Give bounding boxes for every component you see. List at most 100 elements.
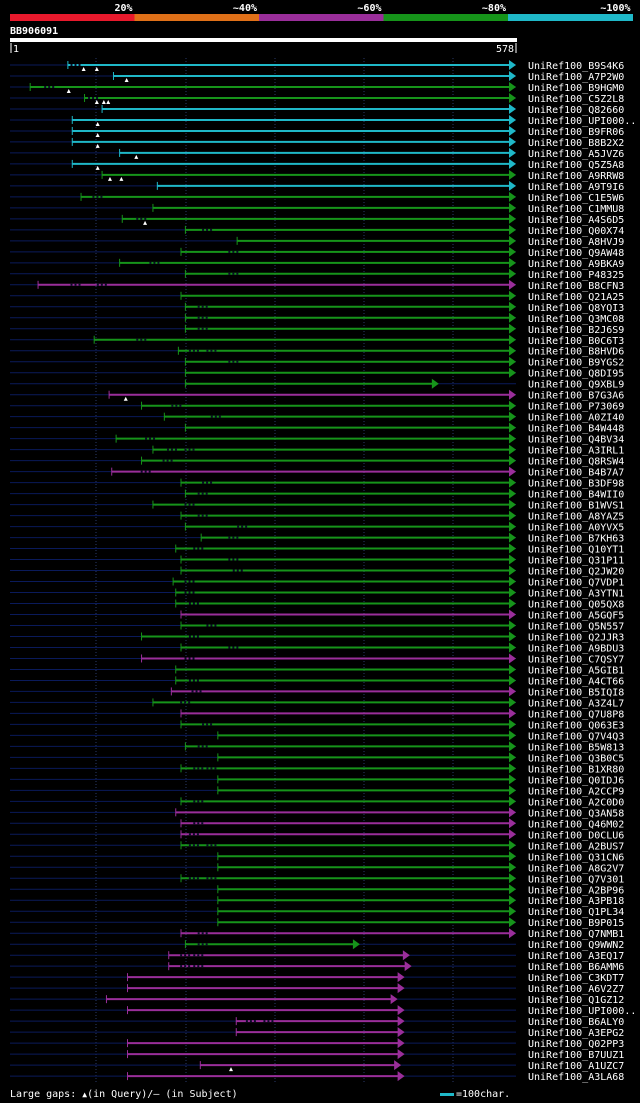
- hit-row[interactable]: UniRef100_C5Z2L8: [10, 92, 624, 105]
- hit-row[interactable]: UniRef100_Q8RSW4: [10, 455, 624, 468]
- hit-row[interactable]: UniRef100_C1MMU8: [10, 202, 624, 215]
- hit-row[interactable]: UniRef100_A8G2V7: [10, 862, 624, 874]
- hit-id[interactable]: UniRef100_B5IQI8: [528, 687, 624, 698]
- hit-row[interactable]: UniRef100_Q7V301: [10, 873, 624, 885]
- hit-id[interactable]: UniRef100_Q31P11: [528, 556, 624, 567]
- hit-row[interactable]: UniRef100_A3EPG2: [10, 1027, 624, 1039]
- hit-id[interactable]: UniRef100_B7UUZ1: [528, 1050, 624, 1061]
- hit-id[interactable]: UniRef100_Q00X74: [528, 226, 624, 237]
- hit-id[interactable]: UniRef100_B9HGM0: [528, 83, 624, 94]
- hit-row[interactable]: UniRef100_A0ZI40: [10, 411, 624, 424]
- hit-id[interactable]: UniRef100_C5Z2L8: [528, 94, 624, 105]
- hit-row[interactable]: UniRef100_P48325: [10, 268, 624, 281]
- hit-id[interactable]: UniRef100_C3KDT7: [528, 973, 624, 984]
- hit-row[interactable]: UniRef100_A6V2Z7: [10, 983, 624, 995]
- hit-id[interactable]: UniRef100_A9T9I6: [528, 182, 624, 193]
- hit-id[interactable]: UniRef100_B7KH63: [528, 534, 624, 545]
- hit-row[interactable]: UniRef100_A3LA68: [10, 1071, 624, 1083]
- hit-id[interactable]: UniRef100_Q063E3: [528, 720, 624, 731]
- hit-id[interactable]: UniRef100_B2J6S9: [528, 325, 624, 336]
- hit-id[interactable]: UniRef100_C7QSY7: [528, 654, 624, 665]
- hit-row[interactable]: UniRef100_Q063E3: [10, 719, 624, 731]
- hit-row[interactable]: UniRef100_A5GQF5: [10, 609, 624, 622]
- hit-id[interactable]: UniRef100_A3LA68: [528, 1072, 624, 1083]
- hit-row[interactable]: UniRef100_B2J6S9: [10, 323, 624, 336]
- hit-id[interactable]: UniRef100_A3PB18: [528, 896, 624, 907]
- hit-row[interactable]: UniRef100_Q7NMB1: [10, 928, 624, 940]
- hit-row[interactable]: UniRef100_A3Z4L7: [10, 697, 624, 709]
- hit-row[interactable]: UniRef100_B0C6T3: [10, 334, 624, 347]
- hit-id[interactable]: UniRef100_P48325: [528, 270, 624, 281]
- hit-id[interactable]: UniRef100_A3IRL1: [528, 446, 624, 457]
- hit-row[interactable]: UniRef100_Q1PL34: [10, 906, 624, 918]
- hit-id[interactable]: UniRef100_Q9WWN2: [528, 940, 624, 951]
- hit-id[interactable]: UniRef100_A2CCP9: [528, 786, 624, 797]
- hit-id[interactable]: UniRef100_Q21A25: [528, 292, 624, 303]
- hit-id[interactable]: UniRef100_A8YAZ5: [528, 512, 624, 523]
- hit-row[interactable]: UniRef100_Q3MC08: [10, 312, 624, 325]
- hit-row[interactable]: UniRef100_B9YGS2: [10, 356, 624, 369]
- hit-row[interactable]: UniRef100_C3KDT7: [10, 972, 624, 984]
- hit-row[interactable]: UniRef100_A7P2W0: [10, 70, 624, 83]
- hit-id[interactable]: UniRef100_B9S4K6: [528, 61, 624, 72]
- hit-id[interactable]: UniRef100_B1WVS1: [528, 501, 624, 512]
- hit-row[interactable]: UniRef100_B4W448: [10, 422, 624, 435]
- hit-id[interactable]: UniRef100_Q82660: [528, 105, 624, 116]
- hit-row[interactable]: UniRef100_UPI000..: [10, 1005, 636, 1017]
- hit-id[interactable]: UniRef100_B3DF98: [528, 479, 624, 490]
- hit-id[interactable]: UniRef100_Q1PL34: [528, 907, 624, 918]
- hit-id[interactable]: UniRef100_A3Z4L7: [528, 698, 624, 709]
- hit-row[interactable]: UniRef100_A4CT66: [10, 675, 624, 687]
- hit-row[interactable]: UniRef100_Q3B0C5: [10, 752, 624, 764]
- hit-id[interactable]: UniRef100_Q31CN6: [528, 852, 624, 863]
- hit-id[interactable]: UniRef100_A9BDU3: [528, 643, 624, 654]
- hit-row[interactable]: UniRef100_Q7VDP1: [10, 576, 624, 589]
- hit-id[interactable]: UniRef100_A5GQF5: [528, 611, 624, 622]
- hit-id[interactable]: UniRef100_A7P2W0: [528, 72, 624, 83]
- hit-id[interactable]: UniRef100_A5GIB1: [528, 665, 624, 676]
- hit-id[interactable]: UniRef100_B8B2X2: [528, 138, 624, 149]
- hit-id[interactable]: UniRef100_Q7V301: [528, 874, 624, 885]
- hit-id[interactable]: UniRef100_Q7VDP1: [528, 578, 624, 589]
- hit-id[interactable]: UniRef100_A2BUS7: [528, 841, 624, 852]
- hit-id[interactable]: UniRef100_Q46M02: [528, 819, 624, 830]
- hit-row[interactable]: UniRef100_A9T9I6: [10, 180, 624, 193]
- hit-row[interactable]: UniRef100_Q3AN58: [10, 807, 624, 819]
- hit-row[interactable]: UniRef100_B5IQI8: [10, 686, 624, 698]
- hit-id[interactable]: UniRef100_D0CLU6: [528, 830, 624, 841]
- hit-id[interactable]: UniRef100_A3EPG2: [528, 1028, 624, 1039]
- hit-id[interactable]: UniRef100_A5JVZ6: [528, 149, 624, 160]
- hit-id[interactable]: UniRef100_B6ALY0: [528, 1017, 624, 1028]
- hit-id[interactable]: UniRef100_A8HVJ9: [528, 237, 624, 248]
- hit-row[interactable]: UniRef100_Q31CN6: [10, 851, 624, 863]
- hit-row[interactable]: UniRef100_Q9WWN2: [10, 939, 624, 951]
- hit-id[interactable]: UniRef100_Q2JW20: [528, 567, 624, 578]
- hit-row[interactable]: UniRef100_Q2JJR3: [10, 631, 624, 643]
- hit-id[interactable]: UniRef100_A0YVX5: [528, 523, 624, 534]
- hit-row[interactable]: UniRef100_A9RRW8: [10, 169, 624, 182]
- hit-id[interactable]: UniRef100_B7G3A6: [528, 391, 624, 402]
- hit-row[interactable]: UniRef100_C1E5W6: [10, 191, 624, 204]
- hit-id[interactable]: UniRef100_C1E5W6: [528, 193, 624, 204]
- hit-id[interactable]: UniRef100_A0ZI40: [528, 413, 624, 424]
- hit-id[interactable]: UniRef100_A4CT66: [528, 676, 624, 687]
- hit-row[interactable]: UniRef100_B9FR06: [10, 125, 624, 138]
- hit-id[interactable]: UniRef100_A3YTN1: [528, 589, 624, 600]
- hit-id[interactable]: UniRef100_Q8DI95: [528, 369, 624, 380]
- hit-id[interactable]: UniRef100_A3EQ17: [528, 951, 624, 962]
- hit-row[interactable]: UniRef100_P73069: [10, 400, 624, 413]
- hit-id[interactable]: UniRef100_B1XR80: [528, 764, 624, 775]
- hit-row[interactable]: UniRef100_B9P015: [10, 917, 624, 929]
- hit-row[interactable]: UniRef100_Q4BV34: [10, 433, 624, 446]
- hit-row[interactable]: UniRef100_Q7V4Q3: [10, 730, 624, 742]
- hit-id[interactable]: UniRef100_Q1GZ12: [528, 995, 624, 1006]
- hit-id[interactable]: UniRef100_B8CFN3: [528, 281, 624, 292]
- hit-row[interactable]: UniRef100_B9S4K6: [10, 60, 624, 72]
- hit-row[interactable]: UniRef100_A8HVJ9: [10, 235, 624, 248]
- hit-row[interactable]: UniRef100_Q2JW20: [10, 565, 624, 578]
- hit-id[interactable]: UniRef100_UPI000..: [528, 116, 636, 127]
- hit-id[interactable]: UniRef100_Q9XBL9: [528, 380, 624, 391]
- hit-row[interactable]: UniRef100_B4B7A7: [10, 466, 624, 479]
- hit-id[interactable]: UniRef100_A1UZC7: [528, 1061, 624, 1072]
- hit-row[interactable]: UniRef100_B8B2X2: [10, 136, 624, 149]
